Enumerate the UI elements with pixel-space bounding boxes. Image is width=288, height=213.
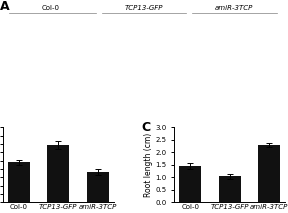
Y-axis label: Root length (cm): Root length (cm) <box>144 133 153 197</box>
Text: C: C <box>141 121 150 134</box>
Text: A: A <box>0 0 10 13</box>
Text: TCP13-GFP: TCP13-GFP <box>125 5 163 11</box>
Bar <box>258 145 280 202</box>
Bar <box>219 176 241 202</box>
Text: Col-0: Col-0 <box>42 5 60 11</box>
Bar <box>8 162 30 202</box>
Bar <box>87 171 109 202</box>
Text: amiR-3TCP: amiR-3TCP <box>215 5 253 11</box>
Bar <box>179 166 201 202</box>
Bar <box>47 145 69 202</box>
